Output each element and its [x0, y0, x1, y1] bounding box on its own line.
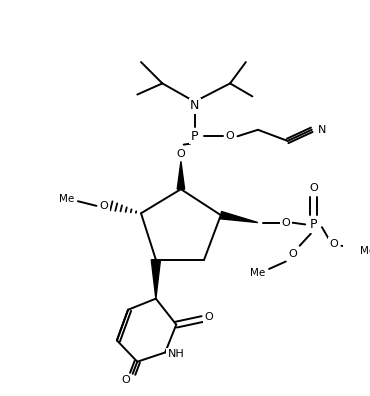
- Text: O: O: [226, 131, 235, 141]
- Text: P: P: [310, 218, 317, 231]
- Text: O: O: [100, 201, 108, 211]
- Text: Me: Me: [360, 246, 370, 256]
- Text: O: O: [204, 312, 213, 322]
- Text: O: O: [176, 149, 185, 159]
- Text: O: O: [309, 183, 318, 193]
- Text: Me: Me: [250, 268, 266, 278]
- Polygon shape: [177, 161, 185, 189]
- Text: Me: Me: [59, 194, 74, 204]
- Polygon shape: [151, 260, 161, 299]
- Text: O: O: [289, 249, 297, 259]
- Text: O: O: [122, 375, 131, 385]
- Polygon shape: [220, 211, 258, 223]
- Text: N: N: [190, 99, 199, 112]
- Text: O: O: [281, 217, 290, 228]
- Text: P: P: [191, 130, 199, 143]
- Text: O: O: [330, 239, 339, 249]
- Text: N: N: [318, 125, 326, 135]
- Text: NH: NH: [168, 349, 185, 359]
